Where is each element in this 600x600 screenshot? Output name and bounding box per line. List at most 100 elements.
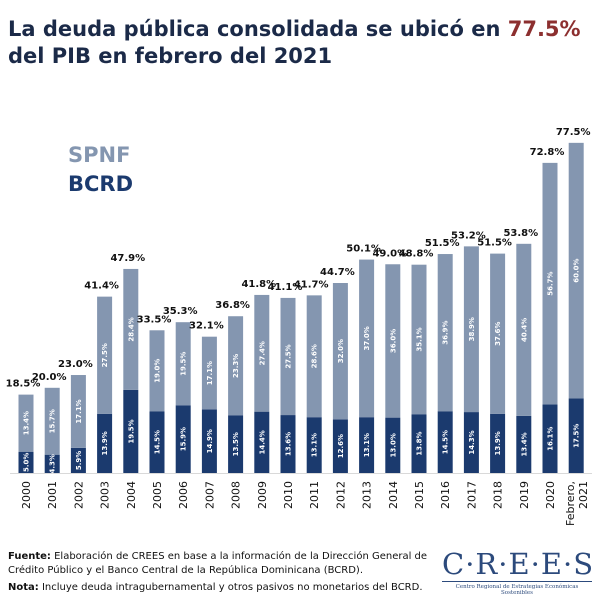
bar-bcrd — [516, 415, 532, 473]
data-label-spnf: 23.3% — [232, 354, 240, 378]
bar-bcrd — [437, 411, 453, 473]
data-label-spnf: 28.4% — [127, 317, 135, 341]
data-label-bcrd: 12.6% — [337, 434, 345, 458]
bar-bcrd — [149, 411, 165, 473]
x-tick-label: 2018 — [492, 481, 505, 509]
bar-spnf — [280, 297, 296, 416]
data-label-total: 23.0% — [58, 359, 93, 370]
data-label-spnf: 36.0% — [389, 329, 397, 353]
bar-spnf — [490, 253, 506, 414]
data-label-bcrd: 5.0% — [23, 453, 31, 472]
data-label-total: 50.1% — [346, 244, 381, 255]
data-label-bcrd: 15.9% — [180, 427, 188, 451]
bar-bcrd — [306, 417, 322, 473]
data-label-total: 35.3% — [163, 306, 198, 317]
data-label-spnf: 28.6% — [311, 344, 319, 368]
title-line2: del PIB en febrero del 2021 — [8, 44, 333, 68]
data-label-bcrd: 5.9% — [75, 451, 83, 470]
data-label-total: 44.7% — [320, 267, 355, 278]
bar-bcrd — [490, 413, 506, 473]
source-label: Fuente: — [8, 551, 51, 562]
data-label-spnf: 37.6% — [494, 322, 502, 346]
legend-spnf: SPNF — [68, 143, 131, 167]
bar-spnf — [463, 246, 479, 413]
bar-spnf — [228, 316, 244, 416]
bar-bcrd — [70, 447, 86, 473]
data-label-bcrd: 13.8% — [416, 431, 424, 455]
data-label-bcrd: 13.5% — [232, 432, 240, 456]
bar-spnf — [70, 375, 86, 448]
x-tick-label: 2019 — [518, 481, 531, 509]
bar-spnf — [175, 322, 191, 406]
data-label-bcrd: 13.9% — [101, 431, 109, 455]
data-label-spnf: 27.4% — [258, 341, 266, 365]
x-tick-label: 2007 — [203, 481, 216, 509]
bar-bcrd — [201, 409, 217, 473]
data-label-bcrd: 14.3% — [468, 430, 476, 454]
data-label-bcrd: 16.1% — [547, 427, 555, 451]
data-label-total: 53.2% — [451, 230, 486, 241]
bar-bcrd — [385, 417, 401, 473]
data-label-bcrd: 13.0% — [389, 433, 397, 457]
title-line1: La deuda pública consolidada se ubicó en — [8, 17, 508, 41]
data-label-spnf: 32.0% — [337, 339, 345, 363]
x-tick-label: 2014 — [387, 481, 400, 509]
data-label-spnf: 19.5% — [180, 352, 188, 376]
x-tick-label: 2004 — [125, 481, 138, 509]
data-label-spnf: 17.1% — [75, 399, 83, 423]
data-label-total: 49.0% — [372, 248, 407, 259]
data-label-spnf: 35.1% — [416, 327, 424, 351]
data-label-spnf: 19.0% — [154, 359, 162, 383]
x-tick-label: 2020 — [544, 481, 557, 509]
title-highlight: 77.5% — [507, 17, 581, 41]
chart-title: La deuda pública consolidada se ubicó en… — [8, 16, 581, 70]
bar-spnf — [44, 387, 60, 455]
bar-bcrd — [280, 415, 296, 473]
data-label-bcrd: 4.3% — [49, 454, 57, 473]
bar-bcrd — [411, 414, 427, 473]
bar-bcrd — [542, 404, 558, 473]
x-tick-label: 2016 — [439, 481, 452, 509]
bar-spnf — [542, 162, 558, 405]
data-label-spnf: 17.1% — [206, 361, 214, 385]
data-label-bcrd: 13.4% — [520, 432, 528, 456]
data-label-total: 41.1% — [268, 282, 303, 293]
logo-subtitle: Centro Regional de Estrategias Económica… — [442, 581, 592, 596]
note-label: Nota: — [8, 582, 39, 593]
x-tick-label: 2012 — [334, 481, 347, 509]
bar-bcrd — [228, 415, 244, 473]
data-label-total: 48.8% — [399, 249, 434, 260]
footer-notes: Fuente: Elaboración de CREES en base a l… — [8, 550, 428, 595]
data-label-total: 41.7% — [294, 279, 329, 290]
data-label-total: 53.8% — [503, 228, 538, 239]
data-label-total: 51.5% — [477, 238, 512, 249]
bar-bcrd — [123, 389, 139, 473]
logo-name: C·R·E·E·S — [442, 547, 595, 581]
bar-spnf — [359, 259, 375, 418]
data-label-total: 32.1% — [189, 321, 224, 332]
bar-spnf — [201, 336, 217, 410]
data-label-bcrd: 14.4% — [258, 430, 266, 454]
crees-logo: C·R·E·E·S Centro Regional de Estrategias… — [442, 547, 595, 596]
source-text: Elaboración de CREES en base a la inform… — [8, 551, 428, 576]
x-tick-label: 2008 — [230, 481, 243, 509]
data-label-spnf: 13.4% — [23, 411, 31, 435]
data-label-total: 36.8% — [215, 300, 250, 311]
x-tick-label: 2015 — [413, 481, 426, 509]
data-label-bcrd: 19.5% — [127, 419, 135, 443]
note: Nota: Incluye deuda intragubernamental y… — [8, 581, 428, 595]
data-label-spnf: 36.9% — [442, 320, 450, 344]
data-label-total: 41.8% — [241, 279, 276, 290]
bar-bcrd — [463, 412, 479, 473]
x-tick-label: 2017 — [465, 481, 478, 509]
data-label-bcrd: 13.1% — [311, 433, 319, 457]
source-note: Fuente: Elaboración de CREES en base a l… — [8, 550, 428, 578]
bar-bcrd — [44, 454, 60, 473]
bar-bcrd — [359, 417, 375, 473]
x-tick-label: 2003 — [99, 481, 112, 509]
x-tick-label: 2009 — [256, 481, 269, 509]
bar-spnf — [516, 243, 532, 416]
bar-spnf — [149, 330, 165, 412]
x-tick-label: 2010 — [282, 481, 295, 509]
data-label-spnf: 27.5% — [101, 343, 109, 367]
